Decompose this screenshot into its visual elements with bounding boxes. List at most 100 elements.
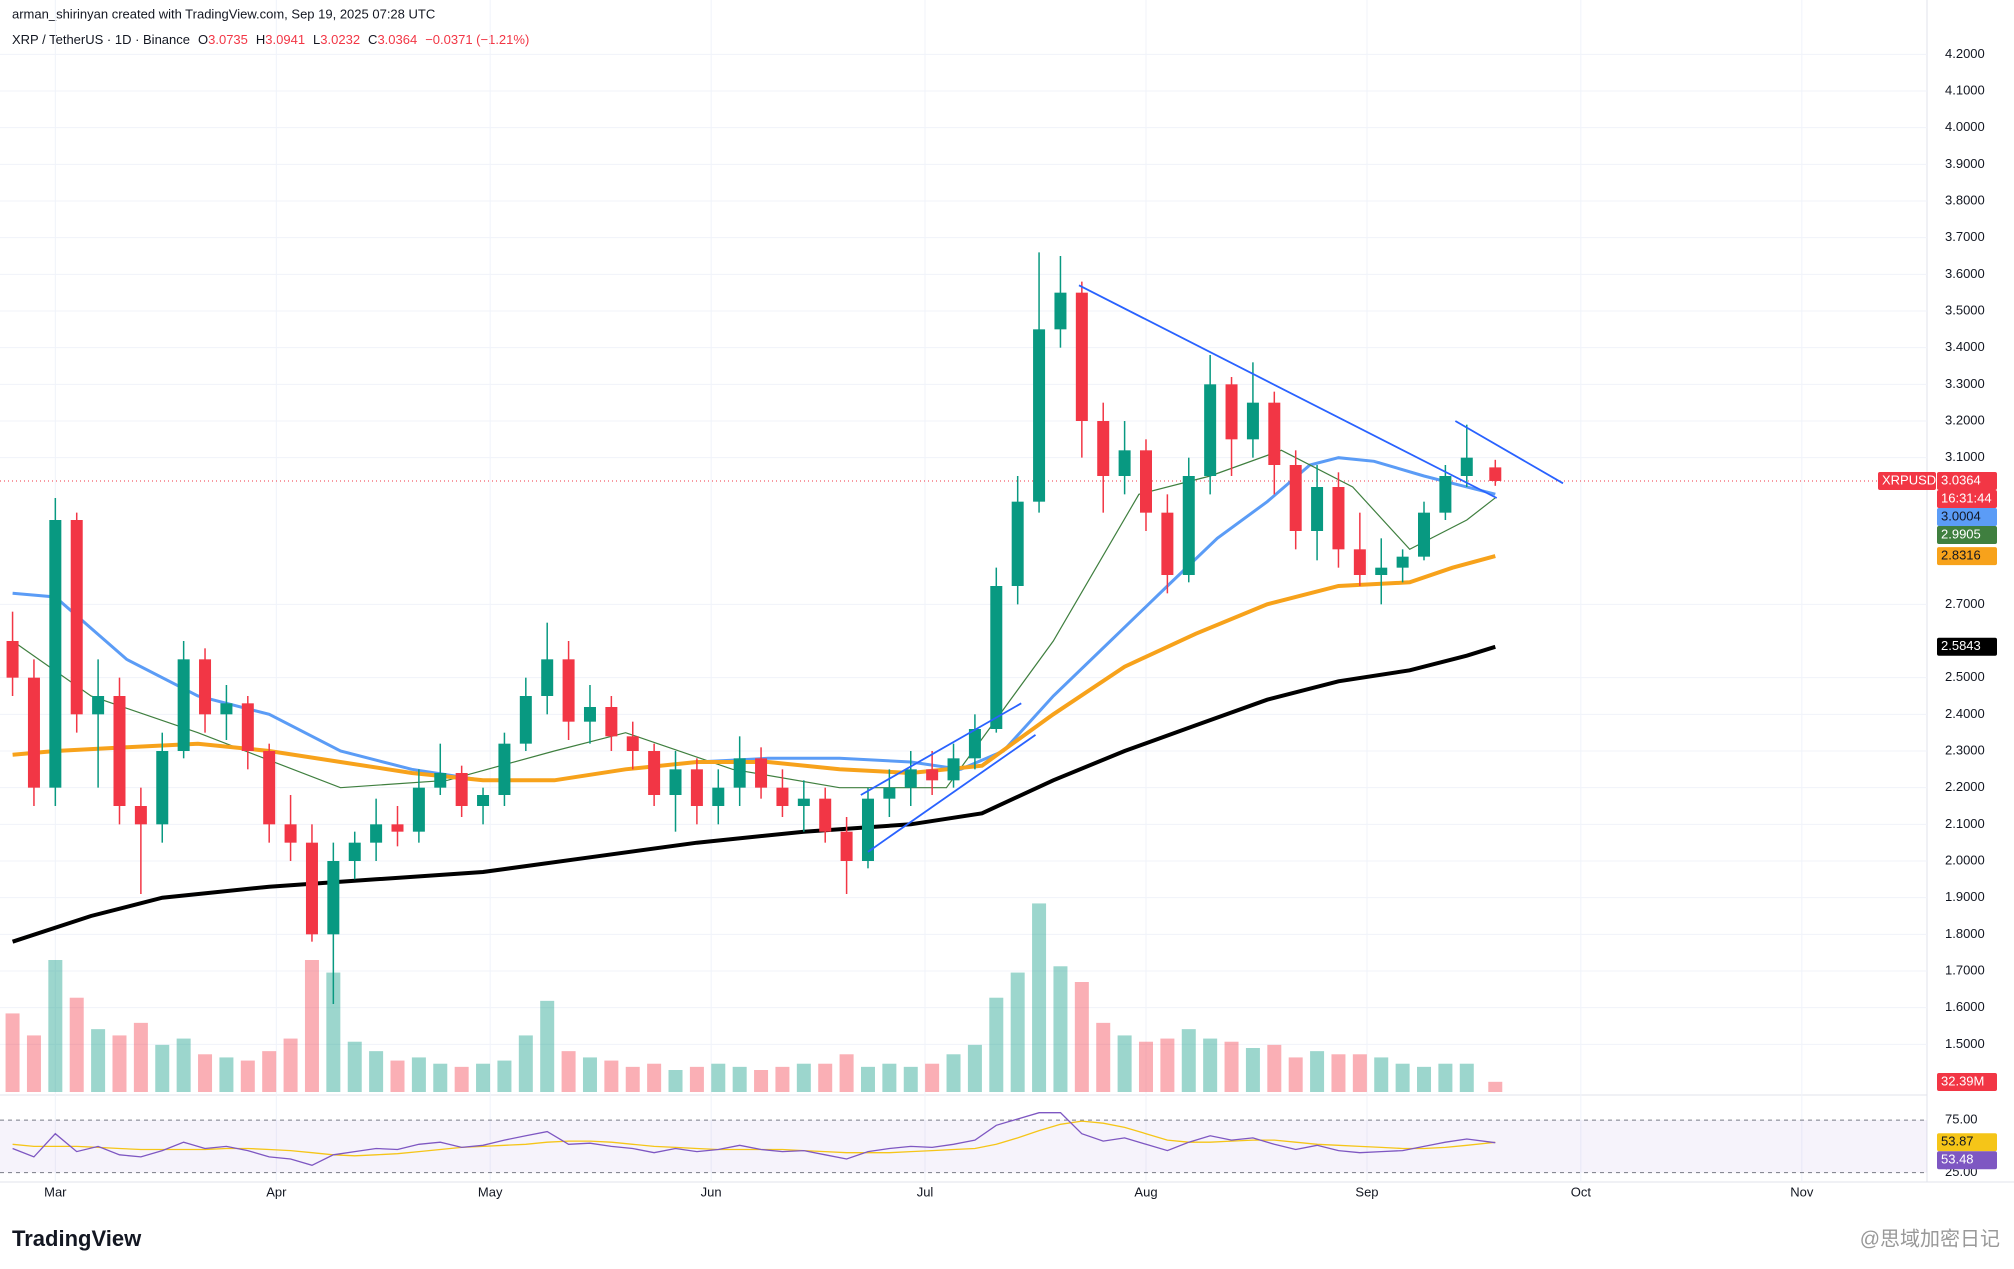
volume-bar (1203, 1038, 1218, 1092)
y-tick-label: 2.4000 (1945, 706, 1985, 721)
candle-body (412, 787, 425, 832)
y-tick-label: 1.8000 (1945, 926, 1985, 941)
x-tick-label: Sep (1355, 1184, 1378, 1199)
y-tick-label: 3.8000 (1945, 192, 1985, 207)
y-tick-label: 2.5000 (1945, 669, 1985, 684)
symbol-label-box (1878, 471, 1936, 490)
volume-bar (1053, 966, 1068, 1092)
volume-bar (1117, 1035, 1132, 1092)
y-tick-label: 4.0000 (1945, 119, 1985, 134)
volume-bar (26, 1035, 41, 1092)
candle-body (1375, 567, 1388, 575)
candle-body (968, 729, 981, 759)
volume-bar (155, 1044, 170, 1092)
volume-bar (1438, 1063, 1453, 1092)
legend-key: L (313, 32, 320, 47)
y-tick-label: 1.6000 (1945, 999, 1985, 1014)
candle-body (284, 824, 297, 843)
x-tick-label: Jul (917, 1184, 934, 1199)
ma-value-label: 2.9905 (1941, 526, 1981, 541)
candle-body (990, 586, 1003, 729)
y-tick-label: 2.7000 (1945, 596, 1985, 611)
volume-bar (689, 1066, 704, 1092)
legend-key: O (198, 32, 208, 47)
x-tick-label: Mar (44, 1184, 67, 1199)
volume-bar (1224, 1041, 1239, 1092)
candle-body (1460, 457, 1473, 476)
candle-body (1439, 476, 1452, 513)
volume-bar (1374, 1057, 1389, 1092)
volume-bar (198, 1054, 213, 1092)
moving-average-line (11, 644, 1496, 944)
volume-bar (1417, 1066, 1432, 1092)
volume-bar (91, 1029, 106, 1092)
candle-body (70, 520, 83, 715)
volume-bar (711, 1063, 726, 1092)
candle-body (1289, 465, 1302, 531)
volume-bar (219, 1057, 234, 1092)
candle-body (156, 751, 169, 825)
y-tick-label: 3.7000 (1945, 229, 1985, 244)
volume-bar (1331, 1054, 1346, 1092)
volume-bar (326, 972, 341, 1092)
x-tick-label: Oct (1571, 1184, 1592, 1199)
candle-body (840, 831, 853, 861)
volume-bar (1288, 1057, 1303, 1092)
candle-body (199, 659, 212, 715)
volume-bar (946, 1054, 961, 1092)
rsi-tick-label: 75.00 (1945, 1112, 1978, 1127)
volume-bar (1138, 1041, 1153, 1092)
legend-value: 3.0941 (265, 32, 305, 47)
volume-bar (882, 1063, 897, 1092)
countdown-label-box (1937, 489, 1997, 508)
volume-bar (1459, 1063, 1474, 1092)
volume-bar (903, 1066, 918, 1092)
candle-body (1268, 402, 1281, 465)
rsi-band (0, 1120, 1927, 1173)
y-tick-label: 3.5000 (1945, 302, 1985, 317)
candle-body (348, 842, 361, 861)
volume-bar (133, 1022, 148, 1092)
volume-bar (604, 1060, 619, 1092)
trendline (1454, 420, 1564, 485)
volume-bar (454, 1066, 469, 1092)
candle-body (241, 703, 254, 751)
candle-body (1182, 476, 1195, 575)
candle-body (541, 659, 554, 696)
volume-label: 32.39M (1941, 1073, 1984, 1088)
volume-bar (839, 1054, 854, 1092)
candle-body (861, 798, 874, 861)
volume-bar (732, 1066, 747, 1092)
legend-change: −0.0371 (−1.21%) (425, 32, 529, 47)
volume-bar (625, 1066, 640, 1092)
rsi-label-box (1937, 1151, 1997, 1170)
volume-bar (497, 1060, 512, 1092)
y-tick-label: 2.2000 (1945, 779, 1985, 794)
ma-value-label: 3.0004 (1941, 508, 1981, 523)
volume-bar (390, 1060, 405, 1092)
candle-body (327, 861, 340, 935)
candle-body (1011, 501, 1024, 586)
y-tick-label: 1.7000 (1945, 962, 1985, 977)
volume-bar (518, 1035, 533, 1092)
rsi-label: 53.48 (1941, 1152, 1974, 1167)
logo: TradingView (12, 1226, 142, 1251)
y-tick-label: 3.1000 (1945, 449, 1985, 464)
candle-body (819, 798, 832, 832)
y-tick-label: 3.6000 (1945, 266, 1985, 281)
volume-bar (369, 1051, 384, 1092)
candle-body (605, 707, 618, 737)
legend-value: 3.0232 (320, 32, 360, 47)
volume-bar (647, 1063, 662, 1092)
volume-bar (775, 1066, 790, 1092)
ma-value-label-box (1937, 637, 1997, 656)
y-tick-label: 2.1000 (1945, 816, 1985, 831)
candle-body (690, 769, 703, 806)
volume-bar (1488, 1081, 1503, 1092)
legend-key: H (256, 32, 265, 47)
candle-body (370, 824, 383, 843)
y-tick-label: 1.5000 (1945, 1036, 1985, 1051)
volume-bar (1032, 903, 1047, 1092)
